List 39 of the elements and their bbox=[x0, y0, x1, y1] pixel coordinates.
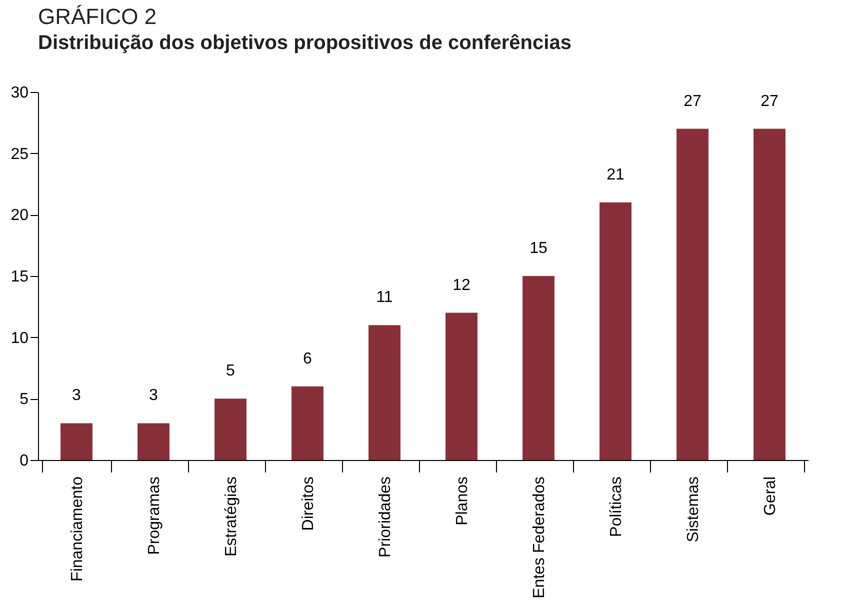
data-label: 12 bbox=[452, 276, 470, 294]
y-tick-label: 10 bbox=[10, 330, 29, 347]
data-label: 6 bbox=[303, 350, 312, 368]
bar bbox=[60, 423, 92, 460]
data-label: 11 bbox=[376, 289, 393, 306]
bar bbox=[754, 128, 786, 460]
bar bbox=[600, 202, 632, 460]
bar bbox=[446, 312, 478, 460]
bar bbox=[292, 386, 324, 460]
x-tick-label: Entes Federados bbox=[531, 476, 548, 598]
y-tick-label: 15 bbox=[10, 268, 29, 286]
data-label: 3 bbox=[149, 387, 158, 404]
y-tick-label: 5 bbox=[20, 391, 29, 408]
x-tick-label: Políticas bbox=[608, 476, 625, 537]
x-tick-label: Sistemas bbox=[685, 476, 702, 542]
chart-title: GRÁFICO 2 bbox=[38, 4, 157, 29]
y-tick-label: 25 bbox=[10, 146, 29, 163]
x-tick-label: Financiamento bbox=[69, 476, 86, 582]
bar bbox=[214, 398, 246, 460]
y-tick-label: 30 bbox=[10, 84, 29, 102]
chart-subtitle: Distribuição dos objetivos propositivos de conferências bbox=[38, 32, 572, 54]
data-label: 3 bbox=[72, 387, 82, 404]
data-label: 15 bbox=[530, 240, 548, 257]
data-label: 21 bbox=[606, 166, 624, 184]
data-label: 5 bbox=[226, 362, 236, 380]
x-tick-label: Direitos bbox=[300, 476, 317, 531]
bar bbox=[676, 128, 708, 460]
x-tick-label: Estratégias bbox=[223, 476, 240, 557]
bar bbox=[368, 325, 400, 460]
y-tick-label: 20 bbox=[10, 207, 29, 224]
x-tick-label: Programas bbox=[146, 476, 163, 555]
x-tick-label: Prioridades bbox=[377, 476, 394, 558]
bar bbox=[522, 276, 554, 460]
data-label: 27 bbox=[760, 92, 778, 110]
x-tick-label: Planos bbox=[454, 476, 471, 526]
y-tick-label: 0 bbox=[20, 452, 29, 470]
data-label: 27 bbox=[684, 92, 702, 110]
x-tick-label: Geral bbox=[762, 476, 779, 516]
bar bbox=[138, 423, 170, 460]
